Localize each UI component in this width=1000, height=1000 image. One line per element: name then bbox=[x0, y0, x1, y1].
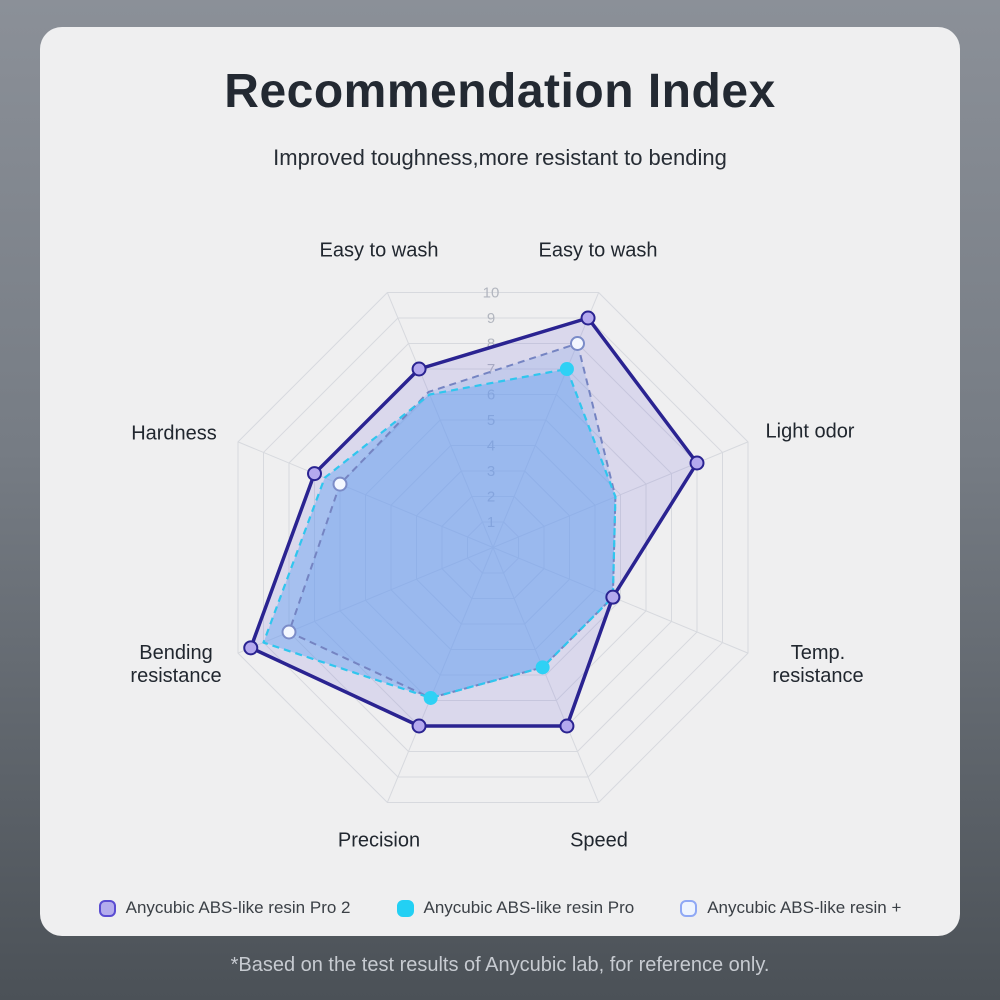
axis-label: Precision bbox=[337, 829, 421, 852]
tick-label: 1 bbox=[487, 514, 495, 531]
grid-spoke bbox=[237, 441, 494, 548]
axis-label: Easy to wash bbox=[538, 239, 658, 262]
axis-label: Speed bbox=[570, 829, 628, 852]
grid-spoke bbox=[386, 292, 494, 548]
data-point bbox=[423, 690, 438, 705]
page-title: Recommendation Index bbox=[224, 65, 776, 118]
data-point bbox=[605, 589, 621, 605]
tick-label: 3 bbox=[487, 463, 495, 480]
legend-swatch-icon bbox=[680, 899, 698, 917]
chart-panel bbox=[40, 27, 960, 936]
series-fill bbox=[263, 369, 616, 698]
data-point bbox=[332, 476, 348, 492]
grid-spoke bbox=[492, 292, 600, 548]
data-point bbox=[243, 640, 259, 656]
series-fill bbox=[289, 343, 616, 698]
data-point bbox=[580, 310, 596, 326]
data-point bbox=[559, 718, 575, 734]
tick-label: 8 bbox=[487, 336, 495, 353]
legend-label: Anycubic ABS-like resin + bbox=[707, 898, 902, 917]
series-line bbox=[262, 367, 617, 700]
tick-label: 4 bbox=[487, 438, 495, 455]
legend-item: Anycubic ABS-like resin + bbox=[680, 898, 901, 918]
tick-label: 6 bbox=[487, 387, 495, 404]
data-point bbox=[559, 362, 574, 377]
grid-spoke bbox=[492, 441, 749, 548]
legend-item: Anycubic ABS-like resin Pro 2 bbox=[98, 898, 351, 918]
grid-spoke bbox=[386, 547, 494, 803]
legend-item: Anycubic ABS-like resin Pro bbox=[396, 898, 635, 918]
grid-spoke bbox=[492, 547, 749, 654]
chart-legend: Anycubic ABS-like resin Pro 2 Anycubic AB… bbox=[0, 898, 1000, 918]
axis-label: Light odor bbox=[765, 420, 855, 443]
axis-label: Bending resistance bbox=[130, 642, 222, 687]
tick-label: 7 bbox=[487, 361, 495, 378]
grid-spoke bbox=[492, 547, 600, 803]
data-point bbox=[535, 660, 550, 675]
data-point bbox=[411, 361, 427, 377]
data-point bbox=[569, 336, 585, 352]
axis-label: Hardness bbox=[131, 422, 217, 445]
data-point bbox=[411, 718, 427, 734]
legend-swatch-icon bbox=[98, 899, 116, 917]
legend-label: Anycubic ABS-like resin Pro bbox=[423, 898, 635, 917]
page-subtitle: Improved toughness,more resistant to ben… bbox=[273, 145, 727, 170]
data-point bbox=[689, 455, 705, 471]
grid-spoke bbox=[237, 547, 494, 654]
data-point bbox=[307, 466, 323, 482]
legend-swatch-icon bbox=[396, 899, 414, 917]
axis-label: Temp. resistance bbox=[772, 642, 864, 687]
tick-label: 10 bbox=[483, 285, 500, 302]
axis-label: Easy to wash bbox=[319, 239, 439, 262]
data-point bbox=[281, 624, 297, 640]
tick-label: 2 bbox=[487, 489, 495, 506]
footnote-text: *Based on the test results of Anycubic l… bbox=[230, 954, 770, 976]
legend-label: Anycubic ABS-like resin Pro 2 bbox=[125, 898, 351, 917]
tick-label: 5 bbox=[487, 412, 495, 429]
tick-label: 9 bbox=[487, 310, 495, 327]
